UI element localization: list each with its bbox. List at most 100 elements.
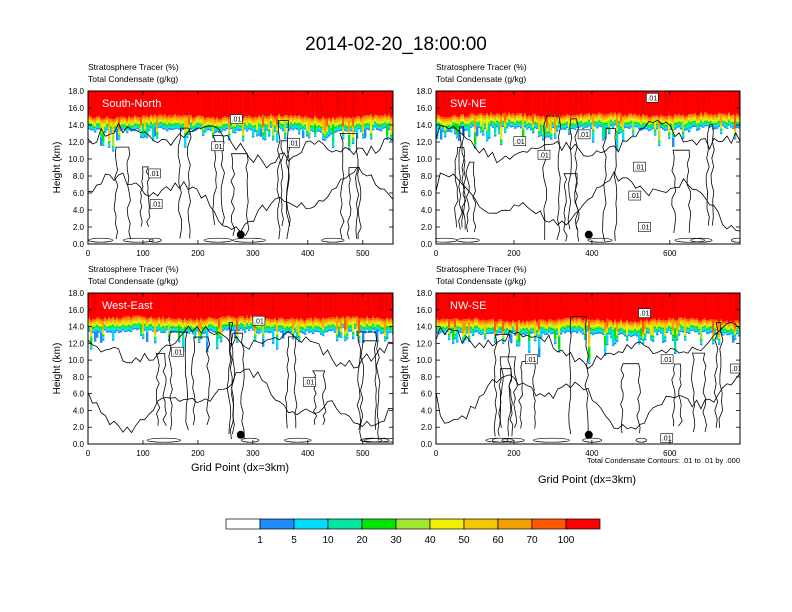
tracer-band <box>462 124 465 127</box>
tracer-column <box>628 91 631 114</box>
tracer-band <box>158 320 161 322</box>
panel-frame <box>87 90 394 245</box>
tracer-band <box>438 323 441 326</box>
tracer-band <box>360 325 363 328</box>
tracer-column <box>326 91 329 119</box>
tracer-band <box>98 120 101 123</box>
tracer-band <box>564 115 567 117</box>
tracer-band <box>450 116 453 119</box>
tracer-column <box>262 293 265 317</box>
tracer-band <box>386 326 389 328</box>
tracer-band <box>266 124 269 127</box>
tracer-band <box>606 124 609 126</box>
tracer-band <box>92 126 95 129</box>
tracer-column <box>452 91 455 116</box>
tracer-band <box>460 119 463 121</box>
tracer-band <box>546 117 549 127</box>
x-tick-label: 500 <box>356 449 370 458</box>
tracer-band <box>244 122 247 124</box>
tracer-band <box>250 124 253 127</box>
tracer-band <box>308 134 311 136</box>
tracer-band <box>230 323 233 325</box>
tracer-band <box>372 123 375 126</box>
tracer-band <box>132 325 135 328</box>
tracer-band <box>576 119 579 121</box>
tracer-column <box>286 293 289 320</box>
tracer-band <box>166 327 169 329</box>
tracer-band <box>366 116 369 119</box>
tracer-band <box>342 326 345 328</box>
tracer-band <box>536 120 539 123</box>
tracer-band <box>294 321 297 324</box>
tracer-streak <box>326 293 328 312</box>
tracer-band <box>314 326 317 328</box>
tracer-band <box>602 114 605 117</box>
tracer-band <box>526 118 529 120</box>
tracer-band <box>360 128 363 131</box>
tracer-band <box>366 316 369 319</box>
tracer-band <box>664 129 667 132</box>
tracer-band <box>252 325 255 328</box>
tracer-band <box>224 118 227 121</box>
tracer-band <box>690 115 693 118</box>
tracer-band <box>150 327 153 330</box>
tracer-column <box>716 91 719 115</box>
tracer-band <box>326 127 329 130</box>
tracer-band <box>506 120 509 122</box>
contour-label: .01 <box>647 95 657 102</box>
tracer-band <box>644 116 647 119</box>
tracer-band <box>554 133 557 135</box>
tracer-band <box>322 330 325 332</box>
tracer-band <box>448 122 451 124</box>
tracer-band <box>334 121 337 124</box>
tracer-band <box>636 126 639 128</box>
tracer-band <box>312 319 315 322</box>
tracer-column <box>92 91 95 119</box>
tracer-band <box>320 131 323 133</box>
y-axis-label: Height (km) <box>52 142 63 194</box>
tracer-band <box>648 123 651 126</box>
tracer-band <box>476 116 479 118</box>
tracer-band <box>472 116 475 119</box>
tracer-band <box>370 329 373 331</box>
tracer-band <box>128 116 131 118</box>
tracer-band <box>368 114 371 117</box>
tracer-band <box>606 122 609 125</box>
tracer-band <box>154 114 157 117</box>
tracer-band <box>278 328 281 331</box>
tracer-band <box>632 131 635 134</box>
tracer-band <box>178 117 181 119</box>
tracer-band <box>344 338 347 341</box>
tracer-column <box>216 91 219 117</box>
tracer-band <box>124 322 127 325</box>
tracer-band <box>298 125 301 132</box>
tracer-band <box>612 120 615 123</box>
tracer-band <box>670 125 673 128</box>
tracer-band <box>298 333 301 335</box>
tracer-band <box>586 124 589 127</box>
tracer-band <box>208 320 211 323</box>
tracer-band <box>608 113 611 116</box>
tracer-band <box>194 125 197 127</box>
tracer-band <box>390 328 393 331</box>
tracer-band <box>468 135 471 137</box>
tracer-band <box>182 327 185 329</box>
tracer-band <box>286 319 289 322</box>
tracer-band <box>142 320 145 332</box>
tracer-column <box>214 91 217 119</box>
tracer-band <box>362 327 365 329</box>
tracer-band <box>290 114 293 117</box>
tracer-band <box>386 117 389 120</box>
tracer-column <box>220 293 223 318</box>
tracer-band <box>316 330 319 333</box>
panel-var-condensate: Total Condensate (g/kg) <box>88 74 178 84</box>
tracer-band <box>130 317 133 320</box>
tracer-band <box>728 124 731 126</box>
tracer-band <box>102 336 105 338</box>
tracer-band <box>228 317 231 320</box>
contour-label-box <box>633 161 646 172</box>
tracer-band <box>442 125 445 128</box>
tracer-band <box>552 122 555 124</box>
tracer-band <box>286 118 289 121</box>
tracer-band <box>496 118 499 120</box>
